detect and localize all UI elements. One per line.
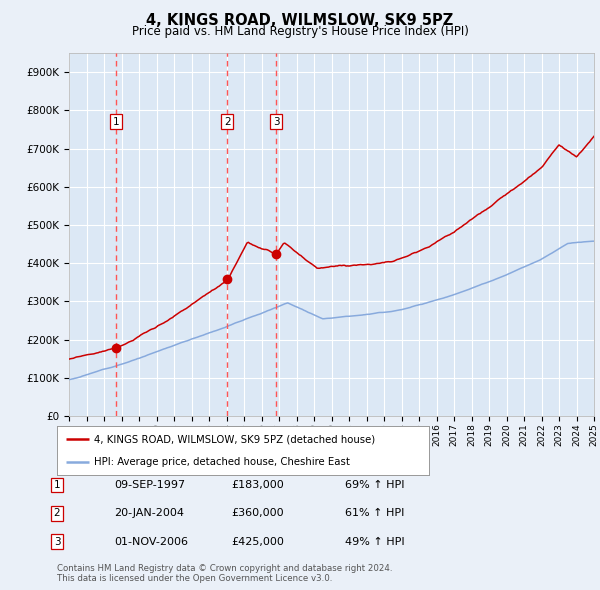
Text: £360,000: £360,000 [231,509,284,518]
Text: 01-NOV-2006: 01-NOV-2006 [114,537,188,546]
Text: £425,000: £425,000 [231,537,284,546]
Text: Price paid vs. HM Land Registry's House Price Index (HPI): Price paid vs. HM Land Registry's House … [131,25,469,38]
Text: 2: 2 [224,117,230,127]
Text: 2: 2 [53,509,61,518]
Text: 3: 3 [53,537,61,546]
Text: 09-SEP-1997: 09-SEP-1997 [114,480,185,490]
Text: 20-JAN-2004: 20-JAN-2004 [114,509,184,518]
Text: HPI: Average price, detached house, Cheshire East: HPI: Average price, detached house, Ches… [94,457,350,467]
Text: 4, KINGS ROAD, WILMSLOW, SK9 5PZ (detached house): 4, KINGS ROAD, WILMSLOW, SK9 5PZ (detach… [94,434,376,444]
Text: 1: 1 [113,117,119,127]
Text: 1: 1 [53,480,61,490]
Text: 3: 3 [273,117,280,127]
Text: 69% ↑ HPI: 69% ↑ HPI [345,480,404,490]
Text: £183,000: £183,000 [231,480,284,490]
Text: 61% ↑ HPI: 61% ↑ HPI [345,509,404,518]
Text: 4, KINGS ROAD, WILMSLOW, SK9 5PZ: 4, KINGS ROAD, WILMSLOW, SK9 5PZ [146,13,454,28]
Text: 49% ↑ HPI: 49% ↑ HPI [345,537,404,546]
Text: Contains HM Land Registry data © Crown copyright and database right 2024.
This d: Contains HM Land Registry data © Crown c… [57,563,392,583]
